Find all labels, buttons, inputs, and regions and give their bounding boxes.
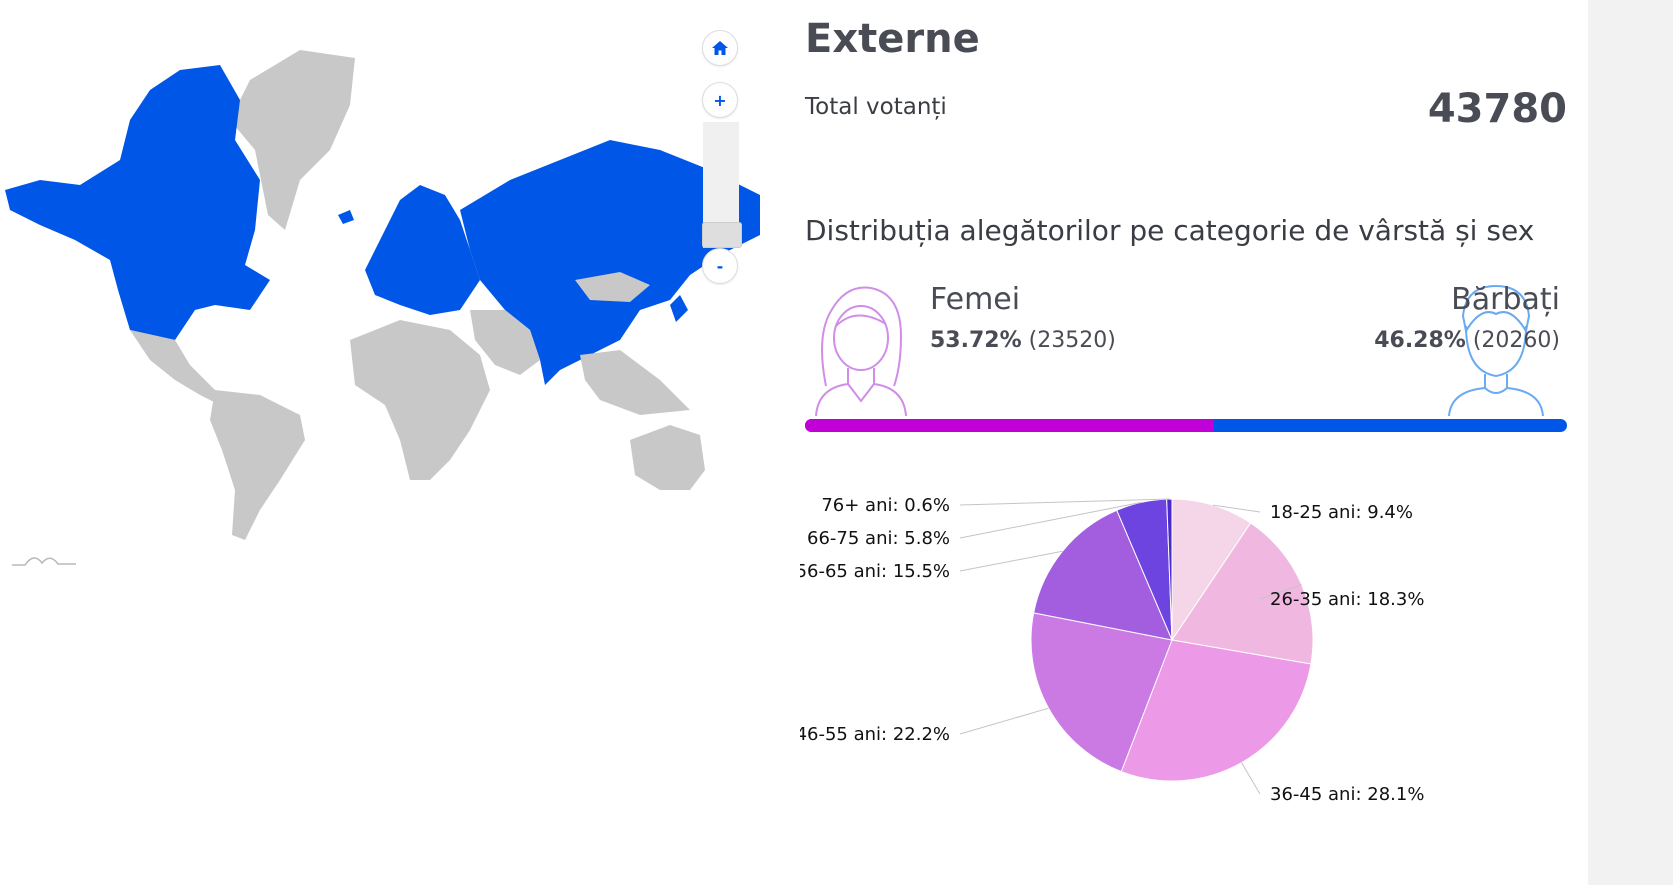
pie-leader-line (959, 498, 1170, 506)
age-pie-chart-container: 18-25 ani: 9.4% 26-35 ani: 18.3% 36-45 ani… (796, 480, 1570, 880)
pie-slice-56-65-ani[interactable] (1033, 509, 1173, 641)
male-percent: 46.28% (1374, 328, 1466, 353)
distribution-title: Distribuția alegătorilor pe categorie de… (805, 214, 1535, 247)
map-country-iceland[interactable] (338, 210, 354, 224)
pie-slice-36-45-ani[interactable] (1120, 639, 1312, 782)
male-stats: 46.28% (20260) (1374, 328, 1560, 353)
pie-leader-line (1259, 584, 1302, 600)
pie-leader-line (959, 501, 1142, 539)
pie-slice-46-55-ani[interactable] (1030, 612, 1173, 773)
page-side-strip (1588, 0, 1673, 885)
world-map-panel: + - (0, 10, 770, 570)
pie-leader-line (1241, 762, 1261, 795)
female-stats: 53.72% (23520) (930, 328, 1116, 353)
pie-label: 56-65 ani: 15.5% (800, 561, 950, 582)
map-country-australia[interactable] (630, 425, 705, 490)
total-voters-label: Total votanți (805, 94, 947, 120)
world-map (5, 50, 760, 540)
map-country-russia-asia[interactable] (460, 140, 760, 385)
pie-label: 76+ ani: 0.6% (821, 495, 950, 516)
female-label: Femei (930, 282, 1021, 317)
male-label: Bărbați (1451, 282, 1560, 317)
total-voters-value: 43780 (1427, 86, 1567, 132)
map-country-africa[interactable] (350, 320, 490, 480)
zoom-out-label: - (716, 256, 724, 276)
pie-label: 46-55 ani: 22.2% (800, 724, 950, 745)
map-logo-icon (12, 557, 76, 566)
gender-ratio-bar-female-fill (805, 419, 1215, 432)
page-title: Externe (805, 16, 980, 62)
woman-icon (815, 286, 907, 416)
pie-label: 18-25 ani: 9.4% (1270, 502, 1413, 523)
map-zoom-in-button[interactable]: + (702, 82, 738, 118)
man-icon (1448, 284, 1544, 416)
pie-slice-18-25-ani[interactable] (1171, 498, 1252, 642)
pie-label: 36-45 ani: 28.1% (1270, 784, 1424, 805)
map-home-button[interactable] (702, 30, 738, 66)
map-country-south-america[interactable] (210, 390, 305, 540)
map-zoom-out-button[interactable]: - (702, 248, 738, 284)
zoom-in-label: + (713, 90, 727, 110)
gender-ratio-bar (805, 419, 1567, 432)
pie-leader-line (959, 550, 1063, 572)
age-pie-chart: 18-25 ani: 9.4% 26-35 ani: 18.3% 36-45 ani… (796, 495, 1425, 805)
map-country-europe[interactable] (365, 185, 480, 315)
map-zoom-slider-handle[interactable] (702, 222, 742, 248)
map-country-greenland[interactable] (230, 50, 355, 230)
home-icon (712, 41, 728, 55)
map-country-mongolia[interactable] (575, 272, 650, 302)
female-count: (23520) (1028, 328, 1116, 353)
map-country-canada-usa[interactable] (5, 65, 270, 340)
female-percent: 53.72% (930, 328, 1022, 353)
map-country-middle-east[interactable] (470, 310, 540, 375)
pie-leader-line (1213, 504, 1261, 513)
pie-label: 66-75 ani: 5.8% (807, 528, 950, 549)
male-count: (20260) (1472, 328, 1560, 353)
pie-label: 26-35 ani: 18.3% (1270, 589, 1424, 610)
map-country-mexico-central[interactable] (130, 330, 230, 405)
map-country-japan[interactable] (670, 295, 688, 322)
map-country-southeast-asia[interactable] (580, 350, 690, 415)
pie-leader-line (959, 707, 1049, 735)
